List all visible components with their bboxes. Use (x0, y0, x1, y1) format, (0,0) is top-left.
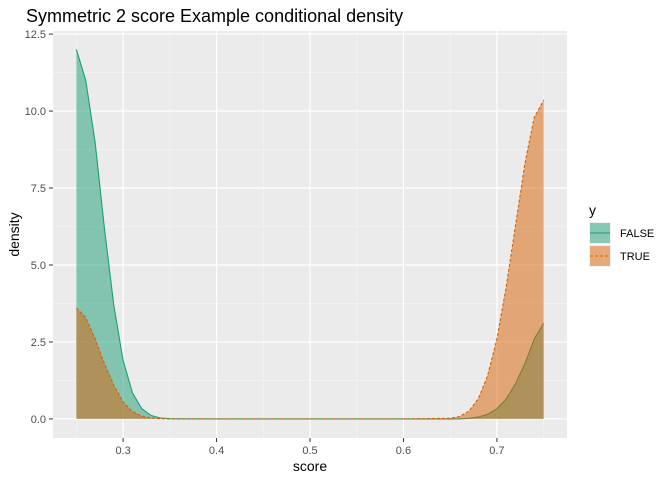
legend-label-false: FALSE (620, 228, 654, 240)
y-tick-label: 2.5 (31, 337, 46, 349)
legend-title: y (589, 202, 596, 218)
legend: y FALSE TRUE (589, 202, 654, 267)
x-tick-label: 0.3 (115, 445, 130, 457)
y-tick-label: 10.0 (25, 106, 46, 118)
legend-entries: FALSE TRUE (589, 222, 654, 267)
x-tick-label: 0.5 (302, 445, 317, 457)
y-axis-title: density (6, 212, 22, 256)
density-area-true (76, 100, 544, 419)
x-axis-title: score (293, 458, 327, 474)
density-line-true (75, 100, 545, 420)
major-gridlines (53, 31, 567, 438)
y-tick-label: 5.0 (31, 260, 46, 272)
density-area-false (76, 49, 544, 419)
y-tick-label: 12.5 (25, 29, 46, 41)
y-tick-label: 0.0 (31, 414, 46, 426)
x-tick-label: 0.4 (209, 445, 224, 457)
x-tick-label: 0.7 (489, 445, 504, 457)
density-series (75, 49, 545, 420)
chart-title: Symmetric 2 score Example conditional de… (26, 6, 403, 26)
y-axis: 0.0 2.5 5.0 7.5 10.0 12.5 (25, 29, 53, 426)
y-tick-label: 7.5 (31, 183, 46, 195)
x-tick-label: 0.6 (396, 445, 411, 457)
x-axis: 0.3 0.4 0.5 0.6 0.7 (115, 438, 505, 457)
legend-label-true: TRUE (620, 251, 650, 263)
